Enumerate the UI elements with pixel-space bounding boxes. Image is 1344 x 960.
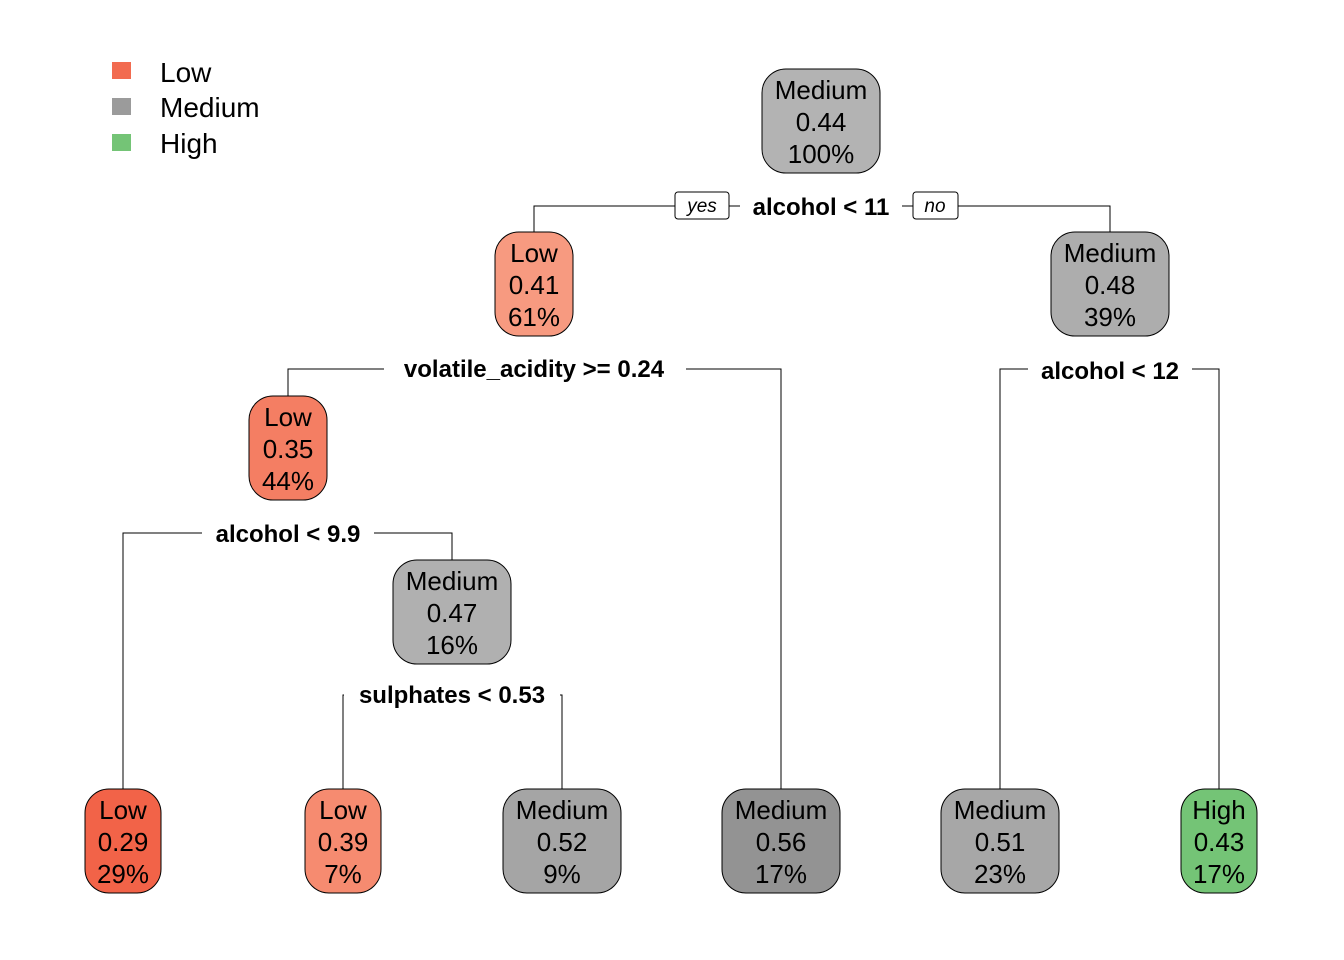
yes-box: yes	[674, 191, 730, 220]
split-label-alcohol-9-9: alcohol < 9.9	[216, 521, 361, 548]
node-value: 0.35	[263, 434, 314, 464]
legend-label-medium: Medium	[160, 92, 260, 123]
legend-swatch-low	[112, 62, 131, 79]
node-value: 0.52	[537, 827, 588, 857]
edge-alc99-left	[122, 532, 202, 789]
node-value: 0.43	[1194, 827, 1245, 857]
node-class-label: Low	[510, 238, 558, 268]
node-class-label: Medium	[406, 566, 498, 596]
node-percent: 9%	[543, 859, 581, 889]
edge-alc99-right	[374, 532, 453, 560]
node-class-label: Medium	[954, 795, 1046, 825]
node-box	[761, 68, 881, 174]
node-class-label: High	[1192, 795, 1245, 825]
node-class-label: Medium	[775, 75, 867, 105]
split-label-volatile-acidity: volatile_acidity >= 0.24	[404, 356, 665, 383]
node-value: 0.41	[509, 270, 560, 300]
node-percent: 44%	[262, 466, 314, 496]
edge-root-left	[533, 205, 675, 232]
node-class-label: Low	[99, 795, 147, 825]
node-value: 0.44	[796, 107, 847, 137]
node-percent: 23%	[974, 859, 1026, 889]
split-labels: alcohol < 11 volatile_acidity >= 0.24 al…	[216, 194, 1179, 709]
node-box	[940, 788, 1060, 894]
node-percent: 61%	[508, 302, 560, 332]
node-box	[502, 788, 622, 894]
node-percent: 39%	[1084, 302, 1136, 332]
split-label-sulphates: sulphates < 0.53	[359, 682, 545, 709]
legend-label-high: High	[160, 128, 218, 159]
node-percent: 17%	[755, 859, 807, 889]
edge-alc12-left	[999, 368, 1028, 789]
split-label-root: alcohol < 11	[753, 194, 890, 221]
node-box	[84, 788, 162, 894]
edge-sul-right	[560, 694, 563, 789]
edge-alc12-right	[1192, 368, 1220, 789]
node-class-label: Medium	[735, 795, 827, 825]
no-label: no	[924, 196, 945, 217]
node-percent: 7%	[324, 859, 362, 889]
node-percent: 29%	[97, 859, 149, 889]
node-percent: 100%	[788, 139, 855, 169]
edge-sul-left	[342, 694, 344, 789]
tree-edges	[122, 205, 1220, 789]
legend: Low Medium High	[112, 57, 260, 159]
legend-swatch-medium	[112, 98, 131, 115]
node-value: 0.39	[318, 827, 369, 857]
node-box	[248, 395, 328, 501]
node-box	[721, 788, 841, 894]
legend-swatch-high	[112, 134, 131, 151]
edge-va-left	[287, 368, 384, 396]
yes-label: yes	[685, 196, 717, 217]
node-box	[1180, 788, 1258, 894]
node-value: 0.47	[427, 598, 478, 628]
node-box	[304, 788, 382, 894]
node-box	[392, 559, 512, 665]
node-value: 0.51	[975, 827, 1026, 857]
node-class-label: Medium	[1064, 238, 1156, 268]
node-class-label: Low	[264, 402, 312, 432]
node-value: 0.56	[756, 827, 807, 857]
node-value: 0.48	[1085, 270, 1136, 300]
node-value: 0.29	[98, 827, 149, 857]
node-box	[1050, 231, 1170, 337]
edge-va-right	[686, 368, 782, 789]
node-box	[494, 231, 574, 337]
no-box: no	[912, 191, 959, 220]
edge-root-right	[958, 205, 1111, 232]
split-label-alcohol-12: alcohol < 12	[1041, 358, 1179, 385]
node-percent: 16%	[426, 630, 478, 660]
node-percent: 17%	[1193, 859, 1245, 889]
legend-label-low: Low	[160, 57, 212, 88]
node-class-label: Low	[319, 795, 367, 825]
node-class-label: Medium	[516, 795, 608, 825]
